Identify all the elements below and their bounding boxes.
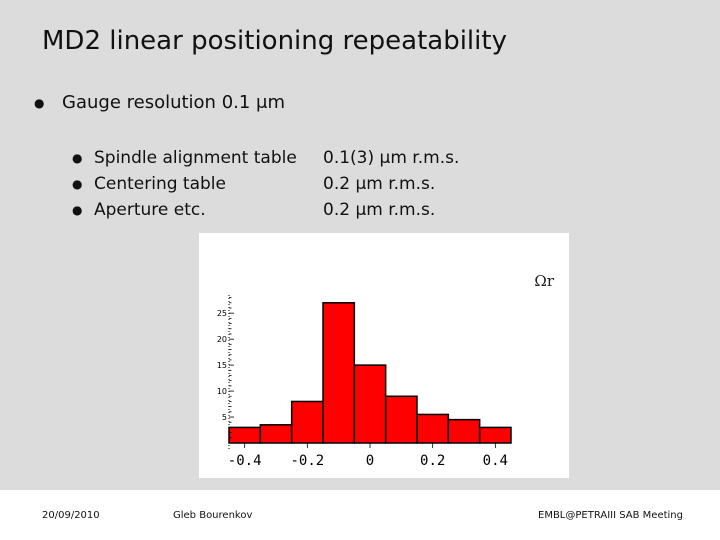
- x-tick-label: 0: [366, 453, 374, 469]
- footer-author: Gleb Bourenkov: [173, 510, 253, 521]
- y-tick-label: 15: [217, 361, 227, 370]
- sub-bullet-label: Aperture etc.: [94, 200, 206, 220]
- y-tick-label: 25: [217, 309, 227, 318]
- bullet-dot-icon: ●: [72, 177, 83, 191]
- histogram-bar: [228, 426, 262, 444]
- histogram-bar: [322, 302, 356, 444]
- main-bullet: ● Gauge resolution 0.1 μm: [34, 92, 285, 113]
- histogram-bar: [290, 400, 324, 444]
- sub-bullet-value: 0.2 μm r.m.s.: [323, 200, 436, 220]
- histogram-panel: Ωr 5 10 15 20 25 -0.4 -0.2 0 0.2 0.4: [199, 233, 569, 478]
- histogram-bar: [416, 413, 450, 444]
- x-tick-label: -0.2: [290, 453, 324, 469]
- bullet-dot-icon: ●: [72, 151, 83, 165]
- bullet-dot-icon: ●: [72, 203, 83, 217]
- chart-corner-label: Ωr: [534, 272, 554, 290]
- bullet-dot-icon: ●: [34, 96, 45, 110]
- y-tick-label: 20: [217, 335, 227, 344]
- histogram-bar: [384, 395, 418, 444]
- x-tick-label: -0.4: [228, 453, 262, 469]
- histogram-bar: [353, 364, 387, 444]
- slide-title: MD2 linear positioning repeatability: [42, 26, 507, 56]
- histogram-bar: [447, 418, 481, 444]
- sub-bullet-label: Centering table: [94, 174, 226, 194]
- x-tick-label: 0.2: [420, 453, 445, 469]
- y-tick-label: 10: [217, 387, 227, 396]
- histogram-bar: [259, 424, 293, 444]
- histogram-chart: Ωr 5 10 15 20 25 -0.4 -0.2 0 0.2 0.4: [217, 272, 555, 469]
- sub-bullet-value: 0.2 μm r.m.s.: [323, 174, 436, 194]
- footer-date: 20/09/2010: [42, 510, 100, 521]
- sub-bullet-value: 0.1(3) μm r.m.s.: [323, 148, 460, 168]
- y-tick-label: 5: [222, 413, 227, 422]
- slide-footer: 20/09/2010 Gleb Bourenkov EMBL@PETRAIII …: [0, 490, 720, 540]
- sub-bullet-label: Spindle alignment table: [94, 148, 297, 168]
- x-tick-label: 0.4: [483, 453, 508, 469]
- histogram-bar: [478, 426, 512, 444]
- main-bullet-text: Gauge resolution 0.1 μm: [62, 92, 286, 113]
- footer-event: EMBL@PETRAIII SAB Meeting: [538, 510, 683, 521]
